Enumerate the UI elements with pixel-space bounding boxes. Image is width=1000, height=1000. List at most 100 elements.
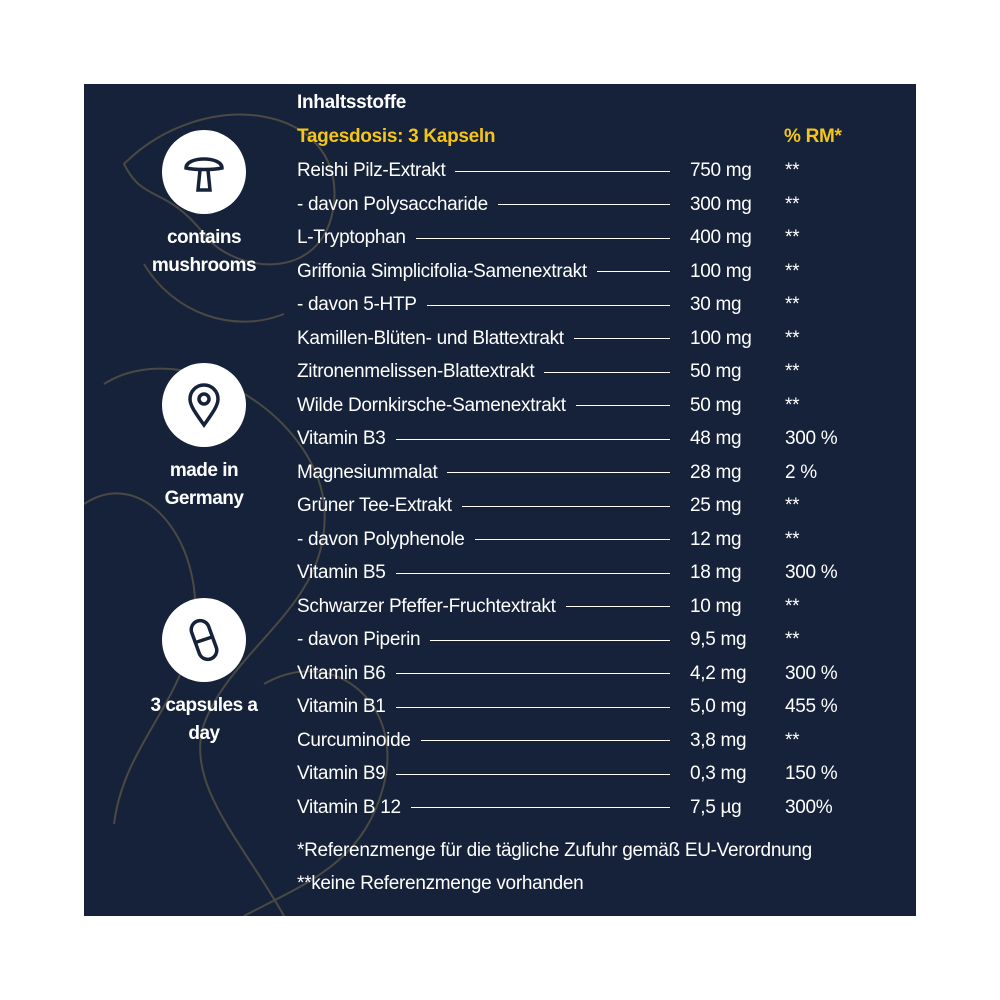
table-row: - davon Polyphenole 12 mg **	[297, 529, 857, 559]
leader-line	[426, 304, 670, 306]
leader-line	[410, 807, 670, 808]
amount: 4,2 mg	[690, 662, 747, 684]
ingredient-name: - davon 5-HTP	[297, 294, 417, 315]
ingredient-name: Curcuminoide	[297, 729, 411, 751]
rm-value: **	[785, 327, 800, 349]
name-cell: Magnesiummalat	[297, 462, 670, 484]
rm-value: **	[785, 595, 800, 617]
amount: 10 mg	[690, 595, 742, 617]
leader-line	[395, 673, 670, 674]
amount: 30 mg	[690, 294, 742, 315]
amount: 750 mg	[690, 160, 752, 181]
mushroom-icon	[184, 157, 224, 192]
rm-value: **	[785, 495, 800, 516]
badge-label: 3 capsules a day	[150, 695, 258, 744]
ingredient-name: Vitamin B3	[297, 428, 386, 449]
leader-line	[455, 170, 670, 172]
ingredient-name: Vitamin B1	[297, 696, 386, 717]
rm-value: **	[785, 294, 800, 315]
ingredient-name: Vitamin B6	[297, 662, 386, 684]
leader-line	[395, 438, 670, 440]
name-cell: Vitamin B5	[297, 562, 670, 584]
leader-line	[544, 371, 670, 373]
table-row: Kamillen-Blüten- und Blattextrakt 100 mg *…	[297, 328, 857, 358]
panel: contains mushrooms made in Germany 3 cap…	[84, 84, 916, 916]
leader-line	[395, 773, 670, 775]
table-row: Vitamin B1 5,0 mg 455 %	[297, 696, 857, 726]
table-row: Curcuminoide 3,8 mg **	[297, 730, 857, 760]
name-cell: Vitamin B1	[297, 696, 670, 718]
name-cell: Curcuminoide	[297, 730, 670, 752]
amount: 50 mg	[690, 394, 742, 416]
amount: 0,3 mg	[690, 763, 747, 784]
table-row: Magnesiummalat 28 mg 2 %	[297, 462, 857, 492]
leader-line	[420, 740, 670, 741]
rm-value: 150 %	[785, 763, 838, 784]
amount: 50 mg	[690, 361, 742, 382]
amount: 3,8 mg	[690, 729, 747, 751]
amount: 300 mg	[690, 193, 752, 215]
table-row: Vitamin B9 0,3 mg 150 %	[297, 763, 857, 793]
table-row: Vitamin B3 48 mg 300 %	[297, 428, 857, 458]
amount: 100 mg	[690, 260, 752, 282]
amount: 100 mg	[690, 327, 752, 349]
rm-value: 2 %	[785, 461, 817, 483]
rm-value: **	[785, 260, 800, 282]
amount: 12 mg	[690, 528, 742, 550]
ingredient-name: L-Tryptophan	[297, 227, 406, 248]
capsule-icon	[189, 618, 219, 662]
table-row: Vitamin B6 4,2 mg 300 %	[297, 663, 857, 693]
rm-value: **	[785, 729, 800, 751]
table-row: Vitamin B5 18 mg 300 %	[297, 562, 857, 592]
ingredient-name: Wilde Dornkirsche-Samenextrakt	[297, 394, 566, 416]
ingredient-name: Zitronenmelissen-Blattextrakt	[297, 361, 535, 382]
leader-line	[395, 572, 670, 574]
rm-value: 300 %	[785, 662, 838, 684]
footnote: *Referenzmenge für die tägliche Zufuhr g…	[297, 840, 812, 861]
table-row: Vitamin B 12 7,5 µg 300%	[297, 797, 857, 827]
ingredient-name: - davon Polysaccharide	[297, 193, 488, 215]
rm-value: **	[785, 528, 800, 550]
amount: 25 mg	[690, 495, 742, 516]
table-row: Wilde Dornkirsche-Samenextrakt 50 mg **	[297, 395, 857, 425]
table-row: Reishi Pilz-Extrakt 750 mg **	[297, 160, 857, 190]
rm-value: **	[785, 160, 800, 181]
table-row: Schwarzer Pfeffer-Fruchtextrakt 10 mg **	[297, 596, 857, 626]
name-cell: Schwarzer Pfeffer-Fruchtextrakt	[297, 596, 670, 618]
leader-line	[573, 338, 670, 339]
name-cell: - davon 5-HTP	[297, 294, 670, 316]
leader-line	[575, 405, 670, 406]
table-row: L-Tryptophan 400 mg **	[297, 227, 857, 257]
name-cell: Vitamin B9	[297, 763, 670, 785]
amount: 18 mg	[690, 562, 742, 583]
ingredient-name: Kamillen-Blüten- und Blattextrakt	[297, 327, 564, 349]
ingredient-name: Vitamin B 12	[297, 796, 401, 818]
leader-line	[596, 271, 670, 272]
leader-line	[565, 606, 670, 607]
table-row: - davon Piperin 9,5 mg **	[297, 629, 857, 659]
ingredient-name: - davon Polyphenole	[297, 528, 465, 550]
name-cell: Vitamin B 12	[297, 797, 670, 819]
ingredient-name: Schwarzer Pfeffer-Fruchtextrakt	[297, 595, 556, 617]
table-row: Griffonia Simplicifolia-Samenextrakt 100 …	[297, 261, 857, 291]
rm-value: **	[785, 629, 800, 650]
footnote: **keine Referenzmenge vorhanden	[297, 873, 584, 894]
name-cell: Griffonia Simplicifolia-Samenextrakt	[297, 261, 670, 283]
name-cell: Kamillen-Blüten- und Blattextrakt	[297, 328, 670, 350]
name-cell: - davon Polyphenole	[297, 529, 670, 551]
ingredient-name: Grüner Tee-Extrakt	[297, 495, 452, 516]
ingredient-name: Vitamin B5	[297, 562, 386, 583]
rm-value: **	[785, 227, 800, 248]
rm-value: 300 %	[785, 562, 838, 583]
rm-header: % RM*	[784, 126, 842, 147]
amount: 7,5 µg	[690, 796, 742, 818]
leader-line	[430, 639, 670, 641]
ingredient-name: Reishi Pilz-Extrakt	[297, 160, 446, 181]
ingredient-name: Griffonia Simplicifolia-Samenextrakt	[297, 260, 587, 282]
name-cell: Vitamin B3	[297, 428, 670, 450]
table-row: - davon Polysaccharide 300 mg **	[297, 194, 857, 224]
ingredient-name: - davon Piperin	[297, 629, 421, 650]
table-row: Grüner Tee-Extrakt 25 mg **	[297, 495, 857, 525]
leader-line	[497, 204, 670, 205]
badge-label: made in Germany	[164, 460, 244, 509]
